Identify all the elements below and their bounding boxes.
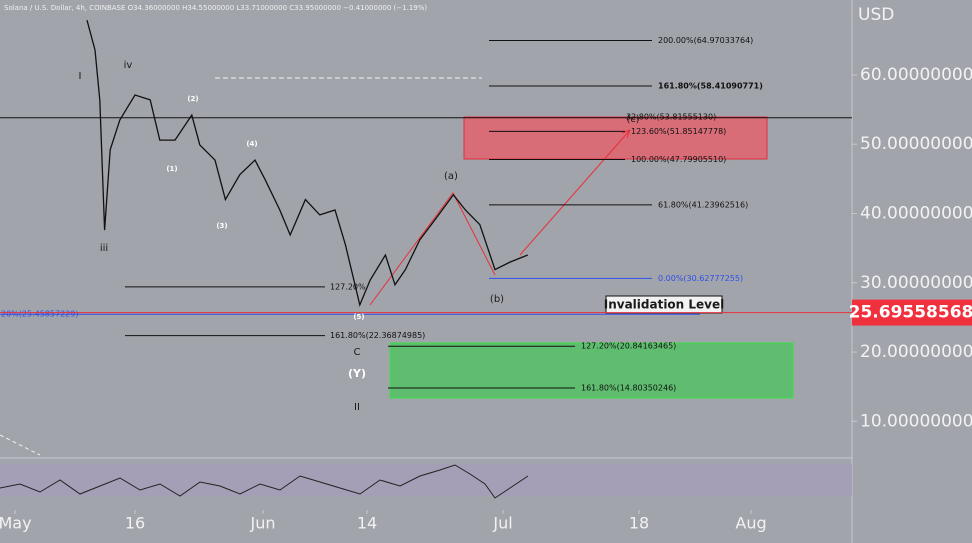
wave-label: (1) — [166, 165, 177, 173]
fib-label: 161.80%(14.80350246) — [581, 384, 676, 393]
y-tick-label: 20.00000000 — [860, 342, 972, 362]
y-tick-label: 60.00000000 — [860, 65, 972, 85]
price-line — [86, 20, 529, 307]
x-tick-label: Jul — [492, 514, 512, 533]
fib-label: 100.00%(47.79905510) — [631, 155, 726, 164]
annotation: Invalidation Level — [604, 298, 725, 312]
wave-label: (2) — [187, 95, 198, 103]
fib-label: 127.20%(20.84163465) — [581, 342, 676, 351]
fib-label: 0.00%(30.62777255) — [658, 274, 743, 283]
fib-label: 123.60%(51.85147778) — [631, 127, 726, 136]
fib-label: 127.20% — [330, 282, 366, 291]
wave-label: iii — [100, 243, 108, 254]
fib-label: 61.80%(41.23962516) — [658, 200, 748, 209]
fib-label: 20%(25.45857229) — [1, 310, 78, 319]
x-tick-label: 16 — [125, 514, 145, 533]
wave-label: (c) — [626, 114, 639, 125]
x-tick-label: 14 — [357, 514, 377, 533]
x-tick-label: Aug — [735, 514, 766, 533]
target-zone — [463, 116, 768, 160]
wave-label: I — [79, 71, 82, 82]
y-tick-label: 30.00000000 — [860, 273, 972, 293]
fib-label: 32.80%(53.81555130) — [626, 112, 716, 121]
dashed-line — [0, 434, 41, 456]
wave-label: iv — [124, 60, 133, 71]
last-price-label: 25.69558568 — [849, 303, 972, 323]
projection-line — [369, 192, 496, 306]
wave-label: (5) — [353, 313, 364, 321]
y-tick-label: 40.00000000 — [860, 203, 972, 223]
symbol-header: Solana / U.S. Dollar, 4h, COINBASE O34.3… — [4, 4, 427, 12]
wave-label: (a) — [444, 171, 458, 182]
x-tick-label: Jun — [250, 514, 276, 533]
x-tick-label: 18 — [629, 514, 649, 533]
support-zone — [389, 342, 794, 399]
wave-label: (Y) — [348, 367, 366, 380]
wave-label: (b) — [490, 294, 504, 305]
last-price-tag — [852, 299, 972, 326]
wave-label: II — [354, 402, 360, 413]
oscillator-line — [0, 464, 529, 499]
fib-label: 161.80%(58.41090771) — [658, 81, 763, 90]
fib-label: 161.80%(22.36874985) — [330, 331, 425, 340]
wave-label: (3) — [216, 222, 227, 230]
x-tick-label: May — [0, 514, 32, 533]
currency-label: USD — [858, 5, 894, 25]
wave-label: C — [354, 347, 361, 358]
fib-label: 200.00%(64.97033764) — [658, 36, 753, 45]
wave-label: (4) — [246, 140, 257, 148]
y-tick-label: 10.00000000 — [860, 411, 972, 431]
arrow-head — [621, 129, 631, 139]
y-tick-label: 50.00000000 — [860, 134, 972, 154]
oscillator-band — [0, 464, 852, 496]
projection-line — [519, 129, 631, 256]
